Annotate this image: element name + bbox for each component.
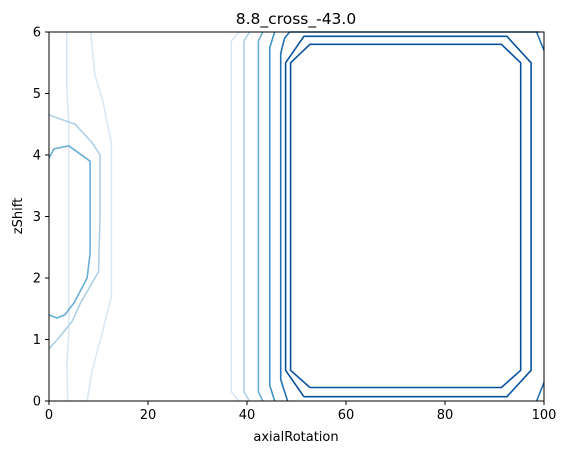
y-axis-label: zShift: [11, 198, 26, 234]
x-tick-label: 100: [532, 408, 557, 423]
x-tick-label: 60: [338, 408, 355, 423]
y-tick-label: 6: [33, 26, 41, 41]
x-axis-label: axialRotation: [253, 430, 338, 445]
contour-line-level-2-1: [243, 31, 251, 402]
y-tick-label: 4: [33, 149, 41, 164]
contour-line-level-6-0: [289, 43, 522, 389]
contour-line-level-5-0: [279, 31, 291, 402]
y-tick-label: 2: [33, 272, 41, 287]
contour-line-level-6-1: [284, 35, 532, 398]
contour-line-level-5-1: [535, 382, 545, 402]
x-axis-ticks: 0 20 40 60 80 100: [45, 401, 557, 423]
y-tick-label: 1: [33, 333, 41, 348]
contour-line-level-1-0: [66, 32, 70, 402]
x-tick-label: 0: [45, 408, 53, 423]
contour-line-level-3-1: [257, 31, 264, 402]
y-tick-label: 0: [33, 395, 41, 410]
x-tick-label: 20: [140, 408, 157, 423]
contour-line-level-3-0: [48, 145, 91, 319]
y-axis-ticks: 0 1 2 3 4 5 6: [33, 26, 49, 410]
x-tick-label: 40: [239, 408, 256, 423]
chart-title: 8.8_cross_-43.0: [236, 10, 356, 29]
contour-line-level-5-2: [535, 31, 545, 51]
contour-line-level-1-2: [86, 31, 113, 402]
y-tick-label: 5: [33, 87, 41, 102]
y-tick-label: 3: [33, 210, 41, 225]
contour-line-level-4-0: [268, 31, 276, 402]
contour-line-level-1-1: [230, 31, 240, 402]
contour-line-level-2-0: [48, 114, 101, 350]
x-tick-label: 80: [437, 408, 454, 423]
contour-layer: [48, 31, 545, 402]
